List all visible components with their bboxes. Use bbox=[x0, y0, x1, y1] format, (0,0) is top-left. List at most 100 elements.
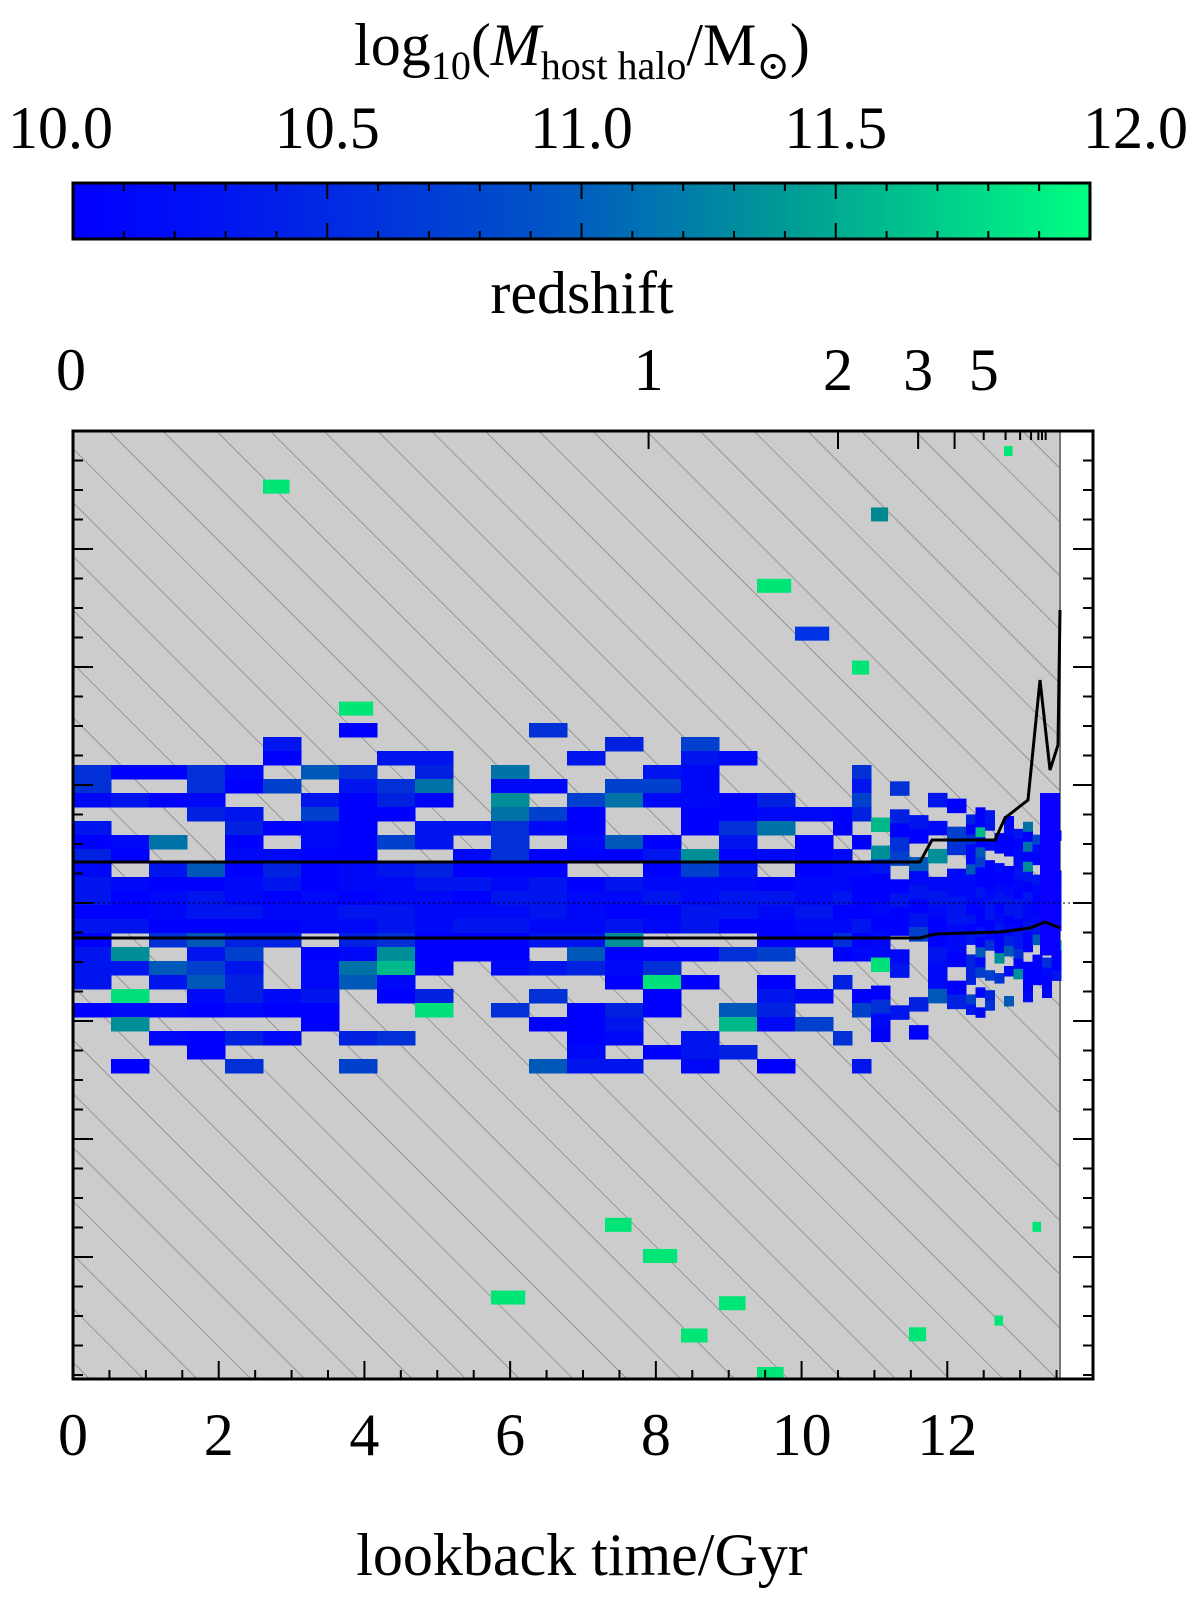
heatmap-cell bbox=[263, 779, 302, 794]
heatmap-cell bbox=[985, 930, 995, 941]
heatmap-cell bbox=[994, 923, 1005, 934]
heatmap-cell bbox=[947, 882, 967, 898]
heatmap-cell bbox=[1013, 968, 1024, 980]
heatmap-cell bbox=[1040, 871, 1060, 878]
heatmap-cell bbox=[643, 989, 682, 1004]
heatmap-cell bbox=[225, 849, 264, 864]
heatmap-cell bbox=[187, 877, 226, 892]
heatmap-cell bbox=[1032, 834, 1043, 846]
heatmap-cell bbox=[1004, 995, 1014, 1007]
heatmap-cell bbox=[1013, 848, 1024, 860]
heatmap-cell bbox=[491, 933, 530, 948]
heatmap-cell bbox=[928, 904, 948, 920]
heatmap-cell bbox=[1040, 823, 1060, 830]
heatmap-cell bbox=[1040, 937, 1060, 944]
heatmap-cell bbox=[301, 765, 340, 780]
heatmap-cell bbox=[339, 765, 378, 780]
heatmap-cell bbox=[339, 947, 378, 962]
heatmap-cell bbox=[1040, 901, 1060, 908]
heatmap-cell bbox=[985, 820, 995, 831]
heatmap-cell bbox=[890, 809, 910, 824]
heatmap-cell bbox=[1032, 974, 1043, 986]
heatmap-cell bbox=[975, 887, 986, 898]
heatmap-cell bbox=[1004, 446, 1013, 457]
heatmap-cell bbox=[975, 847, 986, 858]
heatmap-cell bbox=[975, 957, 986, 968]
heatmap-cell bbox=[852, 1003, 872, 1018]
heatmap-cell bbox=[852, 863, 872, 878]
heatmap-cell bbox=[833, 849, 853, 864]
heatmap-cell bbox=[966, 1004, 976, 1015]
heatmap-cell bbox=[795, 933, 834, 948]
heatmap-cell bbox=[1032, 1221, 1042, 1232]
heatmap-cell bbox=[833, 975, 853, 990]
heatmap-cell bbox=[73, 975, 112, 990]
heatmap-cell bbox=[415, 835, 454, 850]
heatmap-cell bbox=[453, 891, 492, 906]
heatmap-cell bbox=[1032, 894, 1043, 906]
heatmap-cell bbox=[975, 807, 986, 818]
heatmap-cell bbox=[833, 905, 853, 920]
heatmap-cell bbox=[871, 887, 891, 903]
heatmap-cell bbox=[567, 1045, 606, 1060]
heatmap-cell bbox=[225, 989, 264, 1004]
heatmap-cell bbox=[871, 957, 891, 973]
heatmap-cell bbox=[757, 1059, 796, 1074]
heatmap-cell bbox=[757, 933, 796, 948]
heatmap-cell bbox=[852, 660, 870, 675]
heatmap-cell bbox=[985, 860, 995, 871]
heatmap-cell bbox=[757, 1366, 784, 1379]
lower-percentile-line bbox=[73, 920, 1061, 940]
heatmap-cell bbox=[567, 793, 606, 808]
heatmap-cell bbox=[111, 919, 150, 934]
heatmap-cell bbox=[491, 1003, 530, 1018]
heatmap-cell bbox=[377, 933, 416, 948]
heatmap-cell bbox=[225, 863, 264, 878]
heatmap-cell bbox=[73, 891, 112, 906]
heatmap-cell bbox=[994, 973, 1005, 984]
heatmap-cell bbox=[928, 932, 948, 948]
percentile-lines bbox=[73, 609, 1085, 940]
heatmap-cell bbox=[795, 891, 834, 906]
heatmap-cell bbox=[187, 891, 226, 906]
heatmap-cell bbox=[994, 863, 1005, 874]
heatmap-cell bbox=[225, 961, 264, 976]
heatmap-cell bbox=[415, 961, 454, 976]
heatmap-cell bbox=[985, 920, 995, 931]
heatmap-cell bbox=[681, 1045, 720, 1060]
heatmap-cell bbox=[73, 779, 112, 794]
heatmap-cell bbox=[985, 840, 995, 851]
heatmap-cell bbox=[339, 779, 378, 794]
heatmap-cell bbox=[757, 919, 796, 934]
heatmap-cell bbox=[719, 1045, 758, 1060]
heatmap-cell bbox=[947, 868, 967, 884]
heatmap-cell bbox=[1040, 793, 1060, 800]
heatmap-cell bbox=[605, 919, 644, 934]
heatmap-cell bbox=[567, 961, 606, 976]
heatmap-cell bbox=[73, 1003, 112, 1018]
heatmap-cell bbox=[1040, 841, 1060, 848]
heatmap-cell bbox=[529, 933, 568, 948]
heatmap-cell bbox=[1013, 828, 1024, 840]
heatmap-cell bbox=[947, 896, 967, 912]
heatmap-cell bbox=[187, 975, 226, 990]
heatmap-cell bbox=[453, 933, 492, 948]
heatmap-cell bbox=[1040, 829, 1060, 836]
heatmap-cell bbox=[1040, 943, 1060, 950]
heatmap-cell bbox=[491, 779, 530, 794]
heatmap-cell bbox=[966, 864, 976, 875]
heatmap-cell bbox=[567, 891, 606, 906]
heatmap-cell bbox=[453, 1436, 487, 1450]
heatmap-cell bbox=[1040, 853, 1060, 860]
heatmap-cell bbox=[225, 1031, 264, 1046]
heatmap-cell bbox=[73, 793, 112, 808]
colorbar-tick-label: 12.0 bbox=[1083, 95, 1188, 161]
heatmap-cell bbox=[339, 821, 378, 836]
heatmap-cell bbox=[985, 900, 995, 911]
heatmap-cell bbox=[491, 821, 530, 836]
heatmap-cell bbox=[681, 765, 720, 780]
heatmap-cell bbox=[339, 905, 378, 920]
heatmap-cell bbox=[1004, 845, 1014, 857]
heatmap-cell bbox=[681, 779, 720, 794]
